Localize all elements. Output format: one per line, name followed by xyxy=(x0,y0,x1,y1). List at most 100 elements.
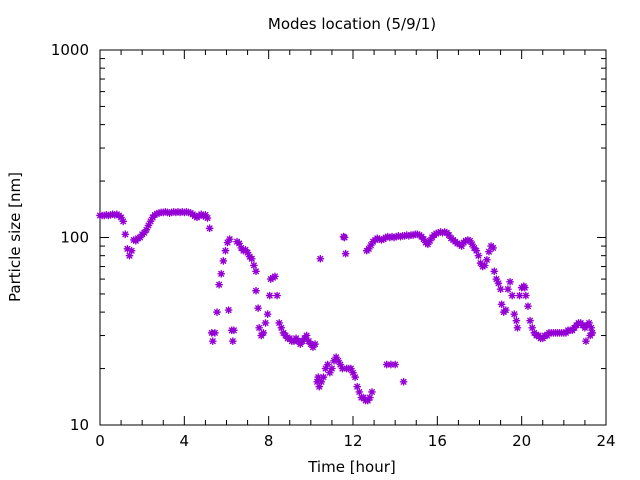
data-point xyxy=(388,232,396,241)
data-point xyxy=(409,231,417,239)
data-point xyxy=(426,236,434,245)
data-point xyxy=(144,221,153,230)
data-point xyxy=(136,233,144,242)
data-point xyxy=(528,323,537,332)
data-point xyxy=(338,364,347,373)
data-point xyxy=(252,286,260,295)
data-point xyxy=(228,337,237,346)
data-point xyxy=(472,246,481,255)
data-point xyxy=(497,300,506,309)
data-point xyxy=(117,213,125,222)
data-point xyxy=(367,241,375,250)
data-point xyxy=(464,236,472,244)
data-point xyxy=(215,280,224,289)
data-point xyxy=(391,360,400,369)
data-point xyxy=(413,230,422,239)
data-point xyxy=(311,340,319,349)
data-point xyxy=(466,236,474,245)
data-point xyxy=(489,244,498,252)
data-point xyxy=(501,306,510,315)
data-point xyxy=(275,319,284,327)
data-point xyxy=(221,246,230,255)
data-point xyxy=(387,360,395,369)
data-point xyxy=(261,319,270,327)
data-point xyxy=(203,214,212,222)
data-point xyxy=(394,231,403,240)
x-tick-label: 24 xyxy=(596,432,615,450)
data-point xyxy=(201,210,210,219)
data-point xyxy=(229,326,238,335)
data-point xyxy=(323,360,332,369)
data-point xyxy=(480,261,489,270)
data-point xyxy=(504,285,512,294)
data-point xyxy=(461,236,470,245)
data-point xyxy=(243,248,252,257)
data-point xyxy=(383,232,392,241)
data-point xyxy=(474,251,483,260)
data-point xyxy=(134,234,142,243)
data-point xyxy=(223,238,232,247)
data-point xyxy=(224,306,233,315)
data-point xyxy=(351,373,360,382)
data-point xyxy=(217,269,226,278)
x-tick-label: 16 xyxy=(428,432,447,450)
data-point xyxy=(271,272,279,281)
data-point xyxy=(140,228,149,237)
data-point xyxy=(375,235,384,244)
x-tick-label: 20 xyxy=(512,432,531,450)
data-point xyxy=(336,360,345,369)
data-point xyxy=(390,233,399,242)
data-points xyxy=(96,207,597,405)
data-point xyxy=(438,228,447,237)
data-point xyxy=(265,291,274,300)
axis-ticks xyxy=(99,49,607,426)
x-tick-label: 4 xyxy=(180,432,190,450)
data-point xyxy=(277,323,286,332)
data-point xyxy=(254,304,263,313)
data-point xyxy=(225,235,234,244)
data-point xyxy=(396,232,405,241)
data-point xyxy=(382,360,391,369)
data-point xyxy=(506,277,514,286)
data-point xyxy=(349,368,357,377)
data-point xyxy=(321,364,330,373)
data-point xyxy=(457,242,466,250)
x-tick-label: 8 xyxy=(264,432,274,450)
data-point xyxy=(368,388,376,396)
data-point xyxy=(445,231,453,239)
data-point xyxy=(302,331,311,340)
data-point xyxy=(399,377,408,386)
data-point xyxy=(515,291,524,300)
data-point xyxy=(434,228,443,237)
data-point xyxy=(392,232,401,241)
data-point xyxy=(205,224,214,233)
data-point xyxy=(239,246,248,255)
x-tick-labels: 0 4 8 12 16 20 24 xyxy=(95,432,615,450)
data-point xyxy=(508,291,517,300)
data-point xyxy=(585,319,594,327)
data-point xyxy=(328,364,336,373)
data-point xyxy=(440,228,449,236)
data-point xyxy=(119,217,128,226)
data-point xyxy=(252,267,260,276)
data-point xyxy=(513,323,522,332)
data-point xyxy=(453,239,462,248)
data-point xyxy=(316,254,325,263)
data-point xyxy=(436,228,445,236)
data-point xyxy=(400,231,409,240)
data-point xyxy=(319,373,328,382)
data-point xyxy=(259,328,268,337)
data-point xyxy=(587,323,596,332)
data-point xyxy=(346,364,355,373)
data-point xyxy=(255,323,264,332)
data-point xyxy=(494,279,503,288)
data-point xyxy=(250,261,258,270)
data-point xyxy=(510,310,519,319)
data-point xyxy=(341,249,350,258)
data-point xyxy=(355,388,364,396)
data-point xyxy=(142,225,151,234)
data-point xyxy=(490,267,499,276)
data-point xyxy=(385,233,394,242)
data-point xyxy=(492,275,501,283)
data-point xyxy=(325,368,334,377)
